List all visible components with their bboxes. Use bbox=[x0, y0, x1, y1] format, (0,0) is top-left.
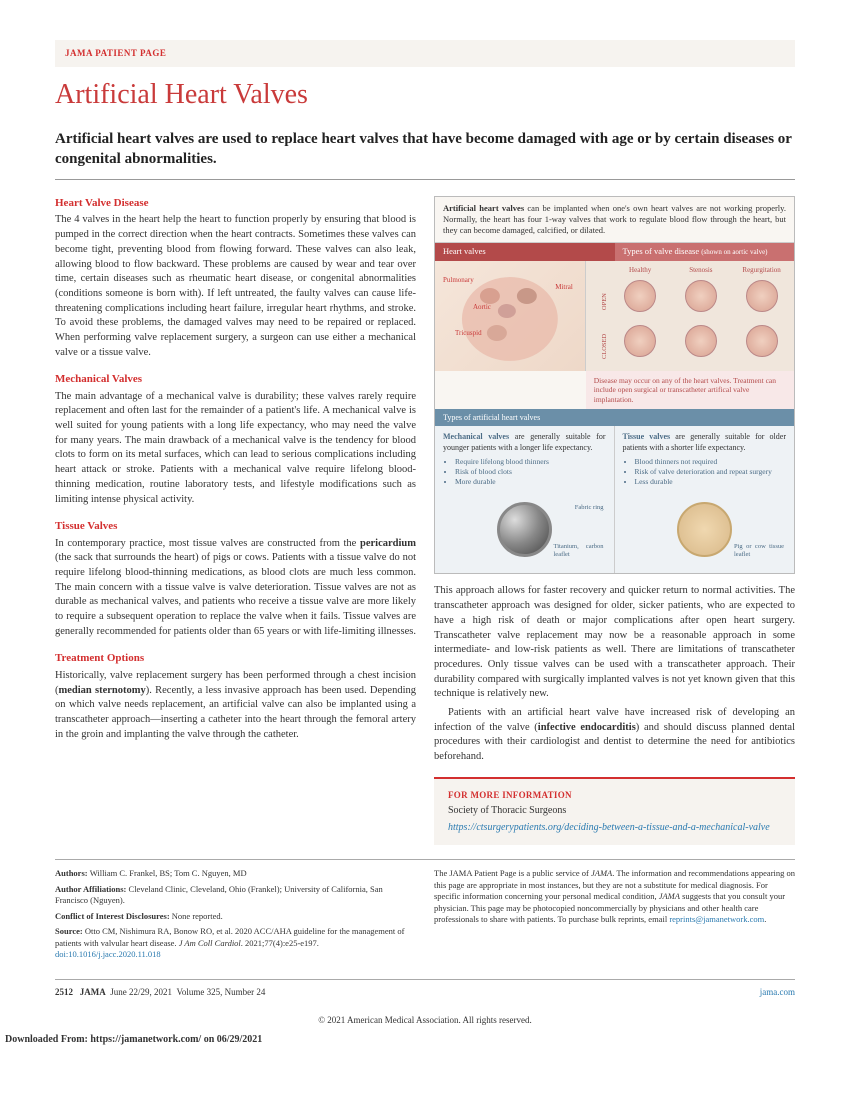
valve-icon bbox=[685, 325, 717, 357]
label-aortic: Aortic bbox=[473, 303, 491, 313]
diagram-row: Pulmonary Mitral Aortic Tricuspid Health… bbox=[435, 261, 794, 371]
doi-link[interactable]: doi:10.1016/j.jacc.2020.11.018 bbox=[55, 949, 161, 959]
anno-pig-cow: Pig or cow tissue leaflet bbox=[734, 543, 784, 560]
page-footer: 2512 JAMA June 22/29, 2021 Volume 325, N… bbox=[55, 979, 795, 999]
valve-icon bbox=[624, 325, 656, 357]
col-healthy: Healthy bbox=[611, 264, 670, 278]
valve-types-row: Mechanical valves are generally suitable… bbox=[435, 426, 794, 573]
label-mitral: Mitral bbox=[555, 283, 573, 293]
heading-mechanical: Mechanical Valves bbox=[55, 372, 416, 387]
mech-illustration: Fabric ring Titanium, carbon leaflet bbox=[443, 492, 606, 567]
label-pulmonary: Pulmonary bbox=[443, 276, 474, 286]
copyright: © 2021 American Medical Association. All… bbox=[55, 1014, 795, 1027]
p-transcatheter: This approach allows for faster recovery… bbox=[434, 584, 795, 702]
valve-icon bbox=[746, 325, 778, 357]
body-tissue: In contemporary practice, most tissue va… bbox=[55, 537, 416, 640]
heart-diagram: Pulmonary Mitral Aortic Tricuspid bbox=[435, 261, 586, 371]
right-column: Artificial heart valves can be implanted… bbox=[434, 196, 795, 845]
footer-meta: Authors: William C. Frankel, BS; Tom C. … bbox=[55, 859, 795, 964]
types-band: Types of artificial heart valves bbox=[435, 409, 794, 426]
right-continuation: This approach allows for faster recovery… bbox=[434, 584, 795, 764]
mechanical-valve-icon bbox=[497, 502, 552, 557]
row-open: OPEN bbox=[589, 280, 609, 323]
footer-left: Authors: William C. Frankel, BS; Tom C. … bbox=[55, 868, 416, 964]
anno-fabric-ring: Fabric ring bbox=[575, 504, 604, 512]
heading-treatment: Treatment Options bbox=[55, 651, 416, 666]
tab-heart-valves: Heart valves bbox=[435, 243, 615, 261]
tissue-valve-icon bbox=[677, 502, 732, 557]
valve-icon bbox=[685, 280, 717, 312]
tissue-bullets: Blood thinners not required Risk of valv… bbox=[635, 457, 787, 486]
page-title: Artificial Heart Valves bbox=[55, 75, 795, 114]
more-info-box: FOR MORE INFORMATION Society of Thoracic… bbox=[434, 777, 795, 846]
page-footer-left: 2512 JAMA June 22/29, 2021 Volume 325, N… bbox=[55, 986, 265, 999]
mech-bullets: Require lifelong blood thinners Risk of … bbox=[455, 457, 606, 486]
tab-disease-types: Types of valve disease (shown on aortic … bbox=[615, 243, 795, 261]
more-info-link[interactable]: https://ctsurgerypatients.org/deciding-b… bbox=[448, 821, 781, 835]
tissue-illustration: Pig or cow tissue leaflet bbox=[623, 492, 787, 567]
body-mechanical: The main advantage of a mechanical valve… bbox=[55, 390, 416, 508]
left-column: Heart Valve Disease The 4 valves in the … bbox=[55, 196, 416, 845]
infobox-header: Artificial heart valves can be implanted… bbox=[435, 197, 794, 243]
reprints-email[interactable]: reprints@jamanetwork.com bbox=[669, 914, 764, 924]
more-info-org: Society of Thoracic Surgeons bbox=[448, 804, 781, 818]
valve-icon bbox=[746, 280, 778, 312]
valve-icon bbox=[624, 280, 656, 312]
anno-titanium: Titanium, carbon leaflet bbox=[554, 543, 604, 560]
infobox: Artificial heart valves can be implanted… bbox=[434, 196, 795, 574]
col-regurgitation: Regurgitation bbox=[732, 264, 791, 278]
heading-tissue: Tissue Valves bbox=[55, 519, 416, 534]
label-tricuspid: Tricuspid bbox=[455, 329, 482, 339]
heading-heart-valve-disease: Heart Valve Disease bbox=[55, 196, 416, 211]
body-heart-valve-disease: The 4 valves in the heart help the heart… bbox=[55, 213, 416, 360]
col-stenosis: Stenosis bbox=[672, 264, 731, 278]
footer-right: The JAMA Patient Page is a public servic… bbox=[434, 868, 795, 964]
content-grid: Heart Valve Disease The 4 valves in the … bbox=[55, 196, 795, 845]
header-label: JAMA PATIENT PAGE bbox=[65, 48, 166, 58]
body-treatment: Historically, valve replacement surgery … bbox=[55, 669, 416, 742]
page-footer-url[interactable]: jama.com bbox=[760, 986, 795, 999]
infobox-tabs: Heart valves Types of valve disease (sho… bbox=[435, 243, 794, 261]
disease-note: Disease may occur on any of the heart va… bbox=[586, 371, 794, 409]
row-closed: CLOSED bbox=[589, 325, 609, 368]
header-band: JAMA PATIENT PAGE bbox=[55, 40, 795, 67]
more-info-title: FOR MORE INFORMATION bbox=[448, 789, 781, 802]
mechanical-panel: Mechanical valves are generally suitable… bbox=[435, 426, 615, 573]
valve-states-grid: Healthy Stenosis Regurgitation OPEN CLOS… bbox=[586, 261, 794, 371]
tissue-panel: Tissue valves are generally suitable for… bbox=[615, 426, 795, 573]
p-endocarditis: Patients with an artificial heart valve … bbox=[434, 706, 795, 765]
download-note: Downloaded From: https://jamanetwork.com… bbox=[5, 1033, 795, 1047]
page-subtitle: Artificial heart valves are used to repl… bbox=[55, 129, 795, 181]
